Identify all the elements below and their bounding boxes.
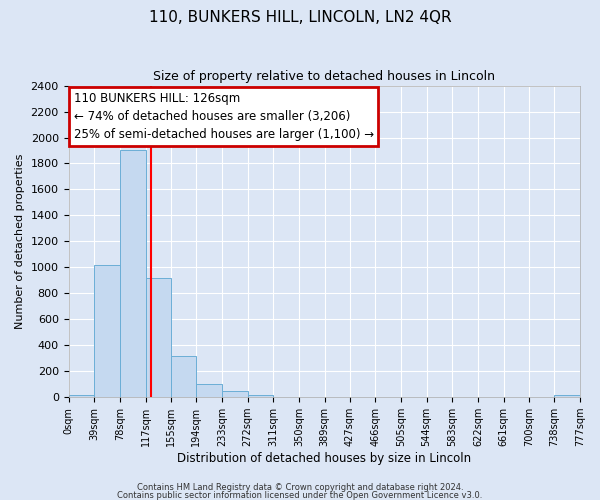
Bar <box>94 265 120 397</box>
X-axis label: Distribution of detached houses by size in Lincoln: Distribution of detached houses by size … <box>177 452 472 465</box>
Bar <box>146 278 170 397</box>
Text: Contains public sector information licensed under the Open Government Licence v3: Contains public sector information licen… <box>118 490 482 500</box>
Bar <box>554 396 580 397</box>
Bar <box>120 150 146 397</box>
Bar <box>222 391 248 397</box>
Bar <box>248 396 273 397</box>
Bar <box>196 384 222 397</box>
Text: 110 BUNKERS HILL: 126sqm
← 74% of detached houses are smaller (3,206)
25% of sem: 110 BUNKERS HILL: 126sqm ← 74% of detach… <box>74 92 374 141</box>
Text: 110, BUNKERS HILL, LINCOLN, LN2 4QR: 110, BUNKERS HILL, LINCOLN, LN2 4QR <box>149 10 451 25</box>
Bar <box>68 394 94 397</box>
Title: Size of property relative to detached houses in Lincoln: Size of property relative to detached ho… <box>153 70 495 83</box>
Bar <box>170 356 196 397</box>
Text: Contains HM Land Registry data © Crown copyright and database right 2024.: Contains HM Land Registry data © Crown c… <box>137 484 463 492</box>
Y-axis label: Number of detached properties: Number of detached properties <box>15 154 25 329</box>
